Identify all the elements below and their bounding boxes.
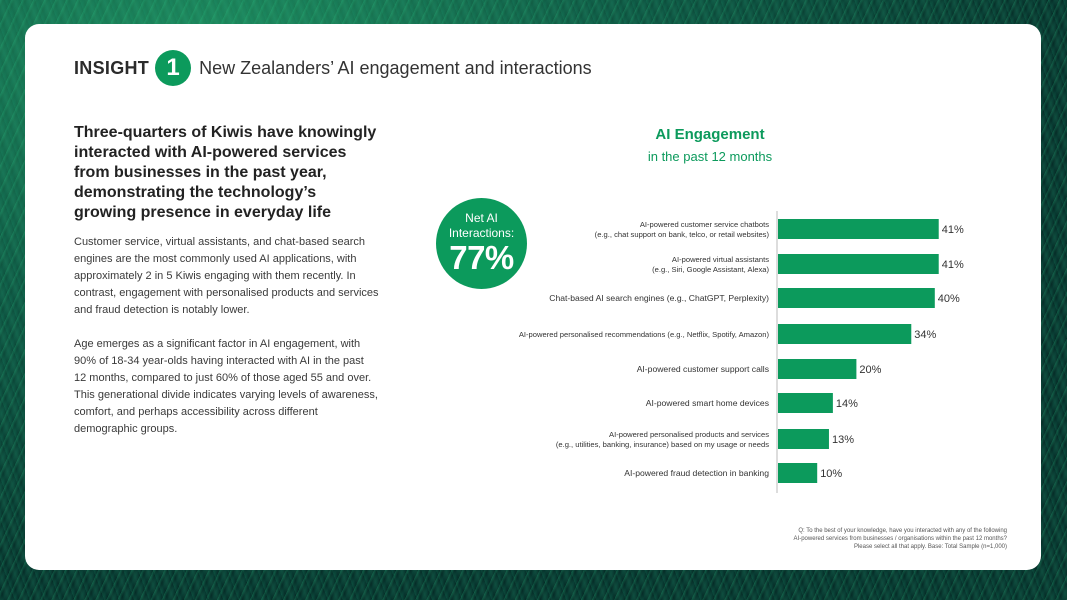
category-label: AI-powered personalised products and ser… xyxy=(609,430,769,439)
footnote-line-3: Please select all that apply. Base: Tota… xyxy=(853,544,1007,550)
bar-value-label: 41% xyxy=(942,259,964,271)
net-label-line1: Net AI xyxy=(465,211,498,225)
category-label: (e.g., Siri, Google Assistant, Alexa) xyxy=(652,265,769,274)
insight-word: INSIGHT xyxy=(74,57,150,78)
slide-header: INSIGHT 1 New Zealanders’ AI engagement … xyxy=(74,50,592,86)
category-label: AI-powered customer support calls xyxy=(637,364,769,374)
bar xyxy=(778,219,939,239)
footnote: Q: To the best of your knowledge, have y… xyxy=(707,527,1007,551)
category-label: (e.g., chat support on bank, telco, or r… xyxy=(595,230,770,239)
net-interactions-badge: Net AI Interactions: 77% xyxy=(436,198,527,289)
bar xyxy=(778,393,833,413)
left-column: Three-quarters of Kiwis have knowingly i… xyxy=(74,123,379,455)
bar-value-label: 10% xyxy=(820,468,842,480)
bar xyxy=(778,359,857,379)
bar xyxy=(778,463,818,483)
body-paragraph-1: Customer service, virtual assistants, an… xyxy=(74,236,379,316)
category-label: (e.g., utilities, banking, insurance) ba… xyxy=(556,440,769,449)
chart-subtitle: in the past 12 months xyxy=(647,149,773,164)
bar-chart: 41%AI-powered customer service chatbots(… xyxy=(519,211,964,493)
headline: Three-quarters of Kiwis have knowingly i… xyxy=(74,124,377,221)
bar-value-label: 41% xyxy=(942,224,964,236)
body-paragraph-2: Age emerges as a significant factor in A… xyxy=(74,338,378,435)
category-label: AI-powered personalised recommendations … xyxy=(519,330,770,339)
category-label: AI-powered fraud detection in banking xyxy=(624,468,769,478)
category-label: AI-powered virtual assistants xyxy=(672,255,769,264)
net-value: 77% xyxy=(449,239,514,276)
category-label: Chat-based AI search engines (e.g., Chat… xyxy=(549,293,769,303)
bar-value-label: 20% xyxy=(859,364,881,376)
category-label: AI-powered customer service chatbots xyxy=(640,220,769,229)
bar-value-label: 34% xyxy=(914,329,936,341)
bar xyxy=(778,429,829,449)
bar xyxy=(778,288,935,308)
bar-value-label: 40% xyxy=(938,293,960,305)
bar xyxy=(778,254,939,274)
footnote-line-1: Q: To the best of your knowledge, have y… xyxy=(798,528,1007,534)
bar xyxy=(778,324,912,344)
bar-value-label: 14% xyxy=(836,398,858,410)
footnote-line-2: AI-powered services from businesses / or… xyxy=(793,536,1007,542)
net-label-line2: Interactions: xyxy=(448,226,515,240)
bar-value-label: 13% xyxy=(832,434,854,446)
category-label: AI-powered smart home devices xyxy=(646,398,769,408)
slide-title: New Zealanders’ AI engagement and intera… xyxy=(199,57,592,78)
slide-card: INSIGHT 1 New Zealanders’ AI engagement … xyxy=(25,24,1041,570)
insight-number-badge: 1 xyxy=(155,50,192,86)
chart-title: AI Engagement xyxy=(655,126,765,143)
